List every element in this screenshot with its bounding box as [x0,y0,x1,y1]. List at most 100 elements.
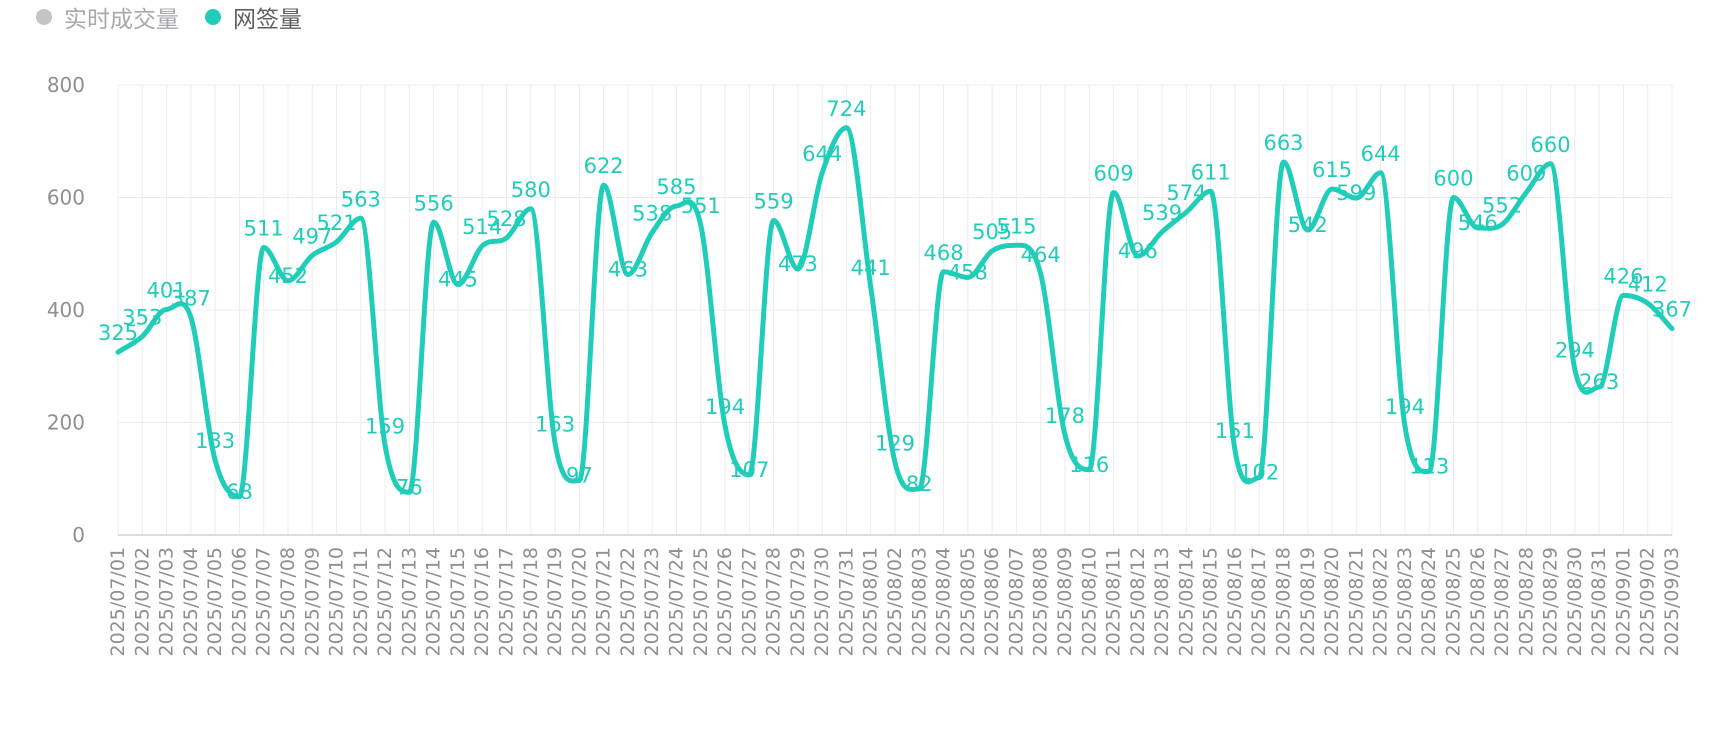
data-label: 724 [826,97,866,121]
data-label: 599 [1336,181,1376,205]
x-tick-label: 2025/07/16 [471,547,493,657]
x-tick-label: 2025/07/19 [544,547,566,657]
x-tick-label: 2025/08/24 [1418,547,1440,657]
data-label: 116 [1069,453,1109,477]
data-label: 528 [486,207,526,231]
x-tick-label: 2025/08/16 [1224,547,1246,657]
data-label: 194 [705,395,745,419]
x-tick-label: 2025/07/08 [277,547,299,657]
x-tick-label: 2025/07/12 [374,547,396,657]
data-label: 600 [1433,167,1473,191]
x-tick-label: 2025/07/05 [204,547,226,657]
data-label: 497 [292,224,332,248]
data-label: 129 [875,431,915,455]
x-tick-label: 2025/07/22 [617,547,639,657]
data-label: 559 [754,190,794,214]
legend-item-realtime-volume[interactable]: 实时成交量 [36,0,179,34]
data-label: 441 [851,256,891,280]
data-label: 76 [396,475,423,499]
data-label: 473 [778,252,818,276]
x-tick-label: 2025/08/07 [1005,547,1027,657]
data-label: 68 [226,480,253,504]
x-tick-label: 2025/07/13 [398,547,420,657]
x-tick-label: 2025/07/26 [714,547,736,657]
data-label: 511 [244,217,284,241]
y-tick-label: 800 [47,73,85,97]
data-label: 401 [147,278,187,302]
data-label: 353 [122,305,162,329]
x-tick-label: 2025/08/19 [1297,547,1319,657]
x-tick-label: 2025/08/11 [1103,547,1125,657]
data-label: 464 [1021,243,1061,267]
x-tick-label: 2025/08/03 [908,547,930,657]
legend-marker-online-signing [205,9,221,25]
x-tick-label: 2025/08/28 [1515,547,1537,657]
x-tick-label: 2025/07/11 [350,547,372,657]
x-tick-label: 2025/07/30 [811,547,833,657]
data-label: 644 [802,142,842,166]
x-tick-label: 2025/08/10 [1078,547,1100,657]
data-label: 563 [341,187,381,211]
data-label: 107 [729,458,769,482]
y-axis-ticks: 0 200 400 600 800 [47,73,85,547]
legend-label-realtime-volume: 实时成交量 [64,7,179,33]
data-label: 263 [1579,370,1619,394]
x-tick-label: 2025/07/04 [180,547,202,657]
data-label: 163 [535,412,575,436]
x-tick-label: 2025/08/26 [1467,547,1489,657]
x-tick-label: 2025/07/27 [738,547,760,657]
x-tick-label: 2025/07/29 [787,547,809,657]
data-label: 556 [414,191,454,215]
series-line-online-signing [115,125,1675,500]
x-tick-label: 2025/07/20 [568,547,590,657]
data-label: 514 [462,215,502,239]
data-label: 546 [1458,211,1498,235]
x-tick-label: 2025/08/12 [1127,547,1149,657]
x-tick-label: 2025/08/01 [860,547,882,657]
y-tick-label: 200 [47,411,85,435]
x-tick-label: 2025/07/24 [665,547,687,657]
x-tick-label: 2025/07/28 [763,547,785,657]
data-label: 551 [681,194,721,218]
data-label: 574 [1166,181,1206,205]
data-label: 367 [1652,298,1692,322]
data-label: 611 [1191,160,1231,184]
legend-item-online-signing[interactable]: 网签量 [205,0,302,34]
data-label: 159 [365,415,405,439]
data-label: 552 [1482,194,1522,218]
x-tick-label: 2025/07/14 [423,547,445,657]
x-tick-label: 2025/07/02 [131,547,153,657]
x-tick-label: 2025/08/17 [1248,547,1270,657]
data-label: 660 [1531,133,1571,157]
data-label: 496 [1118,239,1158,263]
x-tick-label: 2025/09/02 [1637,547,1659,657]
x-tick-label: 2025/07/25 [690,547,712,657]
x-tick-label: 2025/07/23 [641,547,663,657]
x-tick-label: 2025/08/21 [1345,547,1367,657]
data-label: 644 [1361,142,1401,166]
data-label: 133 [195,429,235,453]
data-label: 458 [948,260,988,284]
data-label: 468 [924,241,964,265]
data-label: 609 [1506,161,1546,185]
data-label: 515 [996,214,1036,238]
x-tick-label: 2025/08/04 [933,547,955,657]
x-tick-label: 2025/07/31 [835,547,857,657]
x-tick-label: 2025/07/15 [447,547,469,657]
data-label: 178 [1045,404,1085,428]
data-label: 463 [608,258,648,282]
x-tick-label: 2025/08/13 [1151,547,1173,657]
y-tick-label: 400 [47,298,85,322]
data-label: 663 [1263,131,1303,155]
x-tick-label: 2025/08/18 [1273,547,1295,657]
y-tick-label: 0 [72,523,85,547]
data-label: 521 [316,211,356,235]
y-tick-label: 600 [47,186,85,210]
x-tick-label: 2025/07/03 [156,547,178,657]
x-axis-ticks: 2025/07/01 2025/07/02 2025/07/03 2025/07/04… [107,547,1683,657]
legend-marker-realtime-volume [36,9,52,25]
x-tick-label: 2025/08/30 [1564,547,1586,657]
x-tick-label: 2025/08/23 [1394,547,1416,657]
data-label: 294 [1555,339,1595,363]
